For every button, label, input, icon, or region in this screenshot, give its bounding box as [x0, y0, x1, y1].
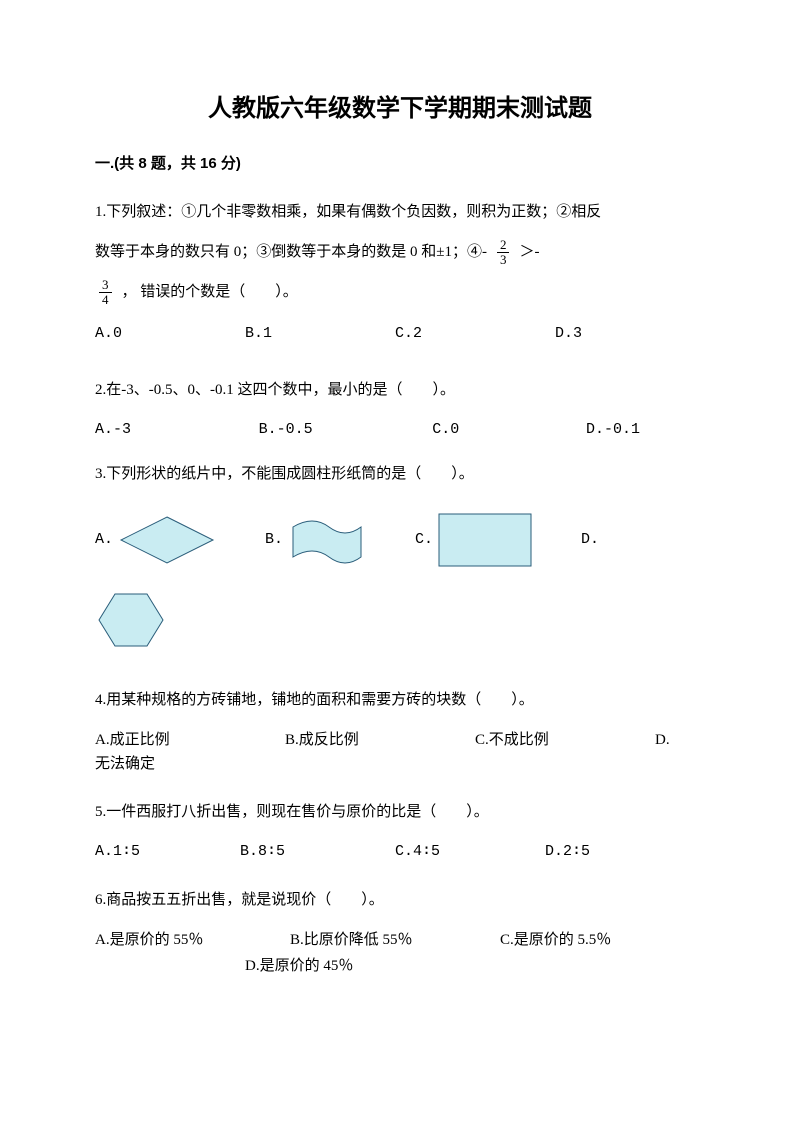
- q5-options: A.1∶5 B.8∶5 C.4∶5 D.2∶5: [95, 840, 705, 864]
- frac-den: 4: [99, 293, 112, 307]
- q6-options: A.是原价的 55％ B.比原价降低 55％ C.是原价的 5.5％ D.是原价…: [95, 928, 705, 978]
- q3-text: 3.下列形状的纸片中，不能围成圆柱形纸筒的是（ ）。: [95, 456, 705, 492]
- q3-label-c: C.: [415, 528, 433, 552]
- q3-label-d: D.: [581, 528, 599, 552]
- frac-den: 3: [497, 253, 510, 267]
- q1-opt-c: C.2: [395, 322, 555, 346]
- q2-opt-c: C.0: [432, 418, 586, 442]
- q3-shape-c: C.: [415, 510, 533, 570]
- q6-opt-c: C.是原价的 5.5％: [500, 928, 611, 952]
- q1-line1: 1.下列叙述：①几个非零数相乘，如果有偶数个负因数，则积为正数；②相反: [95, 194, 705, 230]
- frac-num: 3: [99, 278, 112, 293]
- q1-options: A.0 B.1 C.2 D.3: [95, 322, 705, 346]
- hexagon-icon: [95, 588, 167, 652]
- rectangle-icon: [437, 510, 533, 570]
- q1-line2: 数等于本身的数只有 0；③倒数等于本身的数是 0 和±1；④- 2 3 ＞-: [95, 234, 705, 270]
- diamond-icon: [117, 513, 217, 567]
- q4-opt-a: A.成正比例: [95, 728, 285, 752]
- q4-opt-b: B.成反比例: [285, 728, 475, 752]
- q5-text: 5.一件西服打八折出售，则现在售价与原价的比是（ ）。: [95, 794, 705, 830]
- q5-opt-d: D.2∶5: [545, 840, 665, 864]
- q6-text: 6.商品按五五折出售，就是说现价（ ）。: [95, 882, 705, 918]
- q3-shape-b: B.: [265, 513, 367, 567]
- q4-text: 4.用某种规格的方砖铺地，铺地的面积和需要方砖的块数（ ）。: [95, 682, 705, 718]
- q2-options: A.-3 B.-0.5 C.0 D.-0.1: [95, 418, 705, 442]
- q1-opt-b: B.1: [245, 322, 395, 346]
- q4-opt-d: D.: [655, 728, 670, 752]
- q1-line2-pre: 数等于本身的数只有 0；③倒数等于本身的数是 0 和±1；④-: [95, 234, 487, 270]
- q1-opt-a: A.0: [95, 322, 245, 346]
- q5-opt-c: C.4∶5: [395, 840, 545, 864]
- q3-shape-a: A.: [95, 513, 217, 567]
- wave-icon: [287, 513, 367, 567]
- q6-opt-b: B.比原价降低 55％: [290, 928, 500, 952]
- q4-options: A.成正比例 B.成反比例 C.不成比例 D. 无法确定: [95, 728, 705, 776]
- q2-opt-b: B.-0.5: [259, 418, 433, 442]
- q5-opt-a: A.1∶5: [95, 840, 240, 864]
- frac-num: 2: [497, 238, 510, 253]
- q1-tail: ， 错误的个数是（ ）。: [122, 274, 298, 310]
- fraction-3-4: 3 4: [99, 278, 112, 308]
- q1-gt: ＞-: [519, 234, 539, 270]
- q3-shape-d-label: D.: [581, 528, 603, 552]
- section-header: 一.(共 8 题，共 16 分): [95, 152, 705, 176]
- q4-opt-d-cont: 无法确定: [95, 752, 705, 776]
- fraction-2-3: 2 3: [497, 238, 510, 268]
- q5-opt-b: B.8∶5: [240, 840, 395, 864]
- q3-label-b: B.: [265, 528, 283, 552]
- q4-opt-c: C.不成比例: [475, 728, 655, 752]
- page-title: 人教版六年级数学下学期期末测试题: [95, 90, 705, 128]
- q1-line3: 3 4 ， 错误的个数是（ ）。: [95, 274, 705, 310]
- q3-shapes-row1: A. B. C. D.: [95, 510, 705, 570]
- q2-text: 2.在-3、-0.5、0、-0.1 这四个数中，最小的是（ ）。: [95, 372, 705, 408]
- q3-shapes-row2: [95, 588, 705, 652]
- q6-opt-d: D.是原价的 45％: [95, 954, 705, 978]
- q1-opt-d: D.3: [555, 322, 675, 346]
- q3-label-a: A.: [95, 528, 113, 552]
- q2-opt-a: A.-3: [95, 418, 259, 442]
- q2-opt-d: D.-0.1: [586, 418, 705, 442]
- q6-opt-a: A.是原价的 55％: [95, 928, 290, 952]
